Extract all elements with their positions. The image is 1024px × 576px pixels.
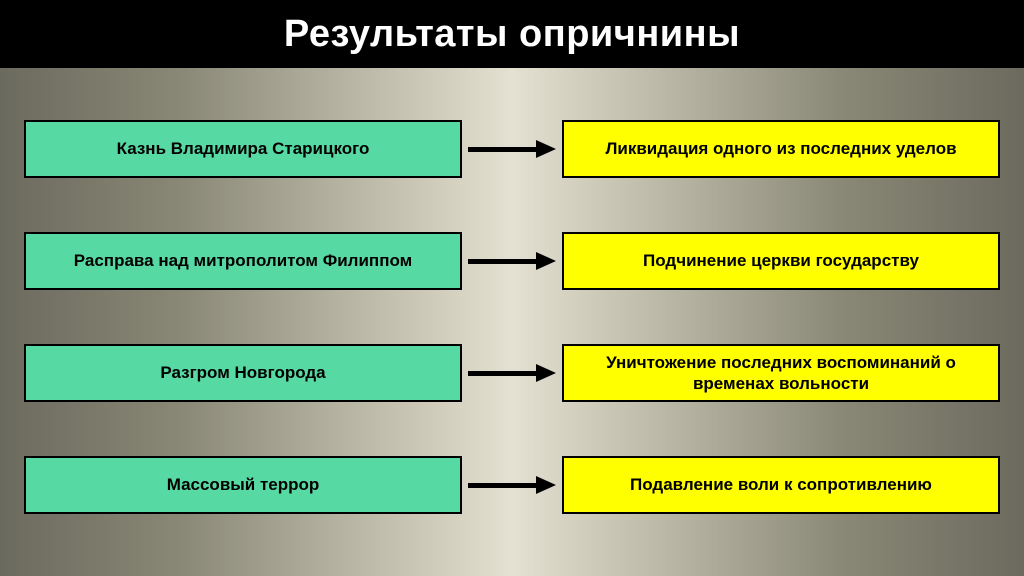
result-label: Ликвидация одного из последних уделов xyxy=(605,138,956,159)
arrow-2 xyxy=(468,364,556,382)
arrow-1 xyxy=(468,252,556,270)
cause-label: Массовый террор xyxy=(167,474,320,495)
result-label: Подчинение церкви государству xyxy=(643,250,919,271)
arrow-head-icon xyxy=(536,252,556,270)
title-bar: Результаты опричнины xyxy=(0,0,1024,68)
arrow-shaft xyxy=(468,259,536,264)
arrow-head-icon xyxy=(536,140,556,158)
arrow-3 xyxy=(468,476,556,494)
result-box-2: Уничтожение последних воспоминаний о вре… xyxy=(562,344,1000,402)
cause-box-3: Массовый террор xyxy=(24,456,462,514)
arrow-shaft xyxy=(468,147,536,152)
result-box-1: Подчинение церкви государству xyxy=(562,232,1000,290)
cause-box-1: Расправа над митрополитом Филиппом xyxy=(24,232,462,290)
cause-label: Разгром Новгорода xyxy=(160,362,325,383)
title-text: Результаты опричнины xyxy=(284,13,740,55)
cause-label: Расправа над митрополитом Филиппом xyxy=(74,250,412,271)
arrow-head-icon xyxy=(536,476,556,494)
result-box-3: Подавление воли к сопротивлению xyxy=(562,456,1000,514)
result-label: Уничтожение последних воспоминаний о вре… xyxy=(570,352,992,395)
cause-box-2: Разгром Новгорода xyxy=(24,344,462,402)
arrow-shaft xyxy=(468,371,536,376)
result-label: Подавление воли к сопротивлению xyxy=(630,474,932,495)
result-box-0: Ликвидация одного из последних уделов xyxy=(562,120,1000,178)
cause-label: Казнь Владимира Старицкого xyxy=(117,138,370,159)
cause-box-0: Казнь Владимира Старицкого xyxy=(24,120,462,178)
arrow-head-icon xyxy=(536,364,556,382)
arrow-shaft xyxy=(468,483,536,488)
arrow-0 xyxy=(468,140,556,158)
